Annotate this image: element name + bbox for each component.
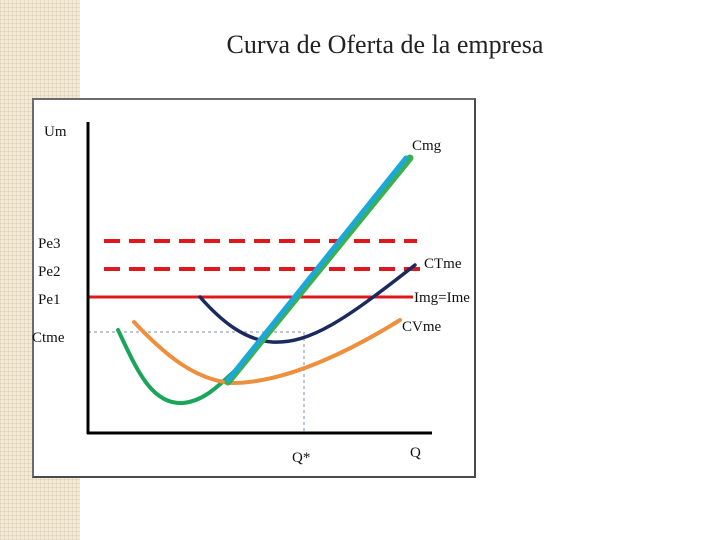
- green-cost-curve: [118, 330, 240, 403]
- ctme-level-label: Ctme: [32, 330, 65, 346]
- cmg-label: Cmg: [412, 138, 442, 154]
- y-axis-label: Um: [44, 124, 67, 140]
- ctme-curve-label: CTme: [424, 256, 462, 272]
- cvme-label: CVme: [402, 319, 442, 335]
- pe2-label: Pe2: [38, 264, 61, 280]
- q-star-label: Q*: [292, 450, 310, 466]
- img-label: Img=Ime: [414, 290, 470, 306]
- pe3-label: Pe3: [38, 236, 61, 252]
- pe1-label: Pe1: [38, 292, 61, 308]
- x-axis-label: Q: [410, 445, 421, 461]
